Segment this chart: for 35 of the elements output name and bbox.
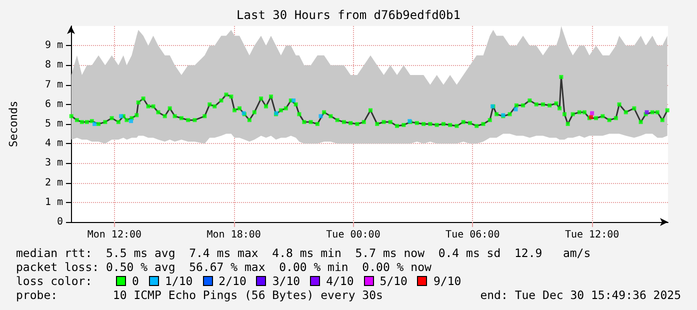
y-tick-label: 9 m bbox=[44, 40, 63, 52]
legend-label: 4/10 bbox=[326, 274, 354, 288]
point bbox=[129, 119, 134, 124]
legend-title: loss color: bbox=[16, 274, 92, 288]
x-tick-label: Mon 18:00 bbox=[206, 230, 261, 240]
x-tick-label: Mon 12:00 bbox=[87, 230, 142, 240]
y-axis-title: Seconds bbox=[7, 100, 20, 148]
y-tick-label: 2 m bbox=[44, 177, 63, 188]
y-tick-label: 4 m bbox=[44, 138, 63, 150]
y-tick-label: 0 bbox=[56, 216, 63, 228]
text: end: Tue Dec 30 15:49:36 2025 bbox=[480, 288, 681, 302]
y-tick-label: 1 m bbox=[44, 196, 63, 208]
legend-label: 5/10 bbox=[380, 274, 408, 288]
y-tick-label: 5 m bbox=[44, 118, 63, 130]
legend-label: 0 bbox=[132, 274, 139, 288]
y-tick-label: 6 m bbox=[44, 98, 63, 110]
legend-label: 1/10 bbox=[164, 274, 193, 288]
point bbox=[292, 98, 296, 102]
legend-label: 9/10 bbox=[433, 274, 462, 288]
point bbox=[318, 114, 323, 118]
legend-label: 3/10 bbox=[272, 274, 300, 288]
x-tick-label: Tue 06:00 bbox=[446, 230, 500, 240]
point bbox=[590, 111, 594, 116]
text: packet loss: 0.50 % avg 56.67 % max 0.00 % min 0.00 % now bbox=[16, 260, 432, 274]
x-tick-label: Tue 00:00 bbox=[326, 230, 380, 240]
legend-label: 2/10 bbox=[218, 274, 246, 288]
text: median rtt: 5.5 ms avg 7.4 ms max 4.8 ms min 5.7 ms now 0.4 ms sd 12.9 am/s bbox=[16, 246, 591, 260]
text: probe: 10 ICMP Echo Pings (56 Bytes) every 30s bbox=[16, 288, 383, 302]
x-tick-label: Tue 12:00 bbox=[564, 230, 620, 240]
y-tick-label: 8 m bbox=[44, 60, 63, 71]
point bbox=[92, 122, 97, 126]
y-tick-label: 3 m bbox=[44, 158, 63, 169]
y-tick-label: 7 m bbox=[44, 79, 63, 90]
chart-title: Last 30 Hours from d76b9edfd0b1 bbox=[236, 8, 460, 22]
point bbox=[514, 107, 518, 112]
